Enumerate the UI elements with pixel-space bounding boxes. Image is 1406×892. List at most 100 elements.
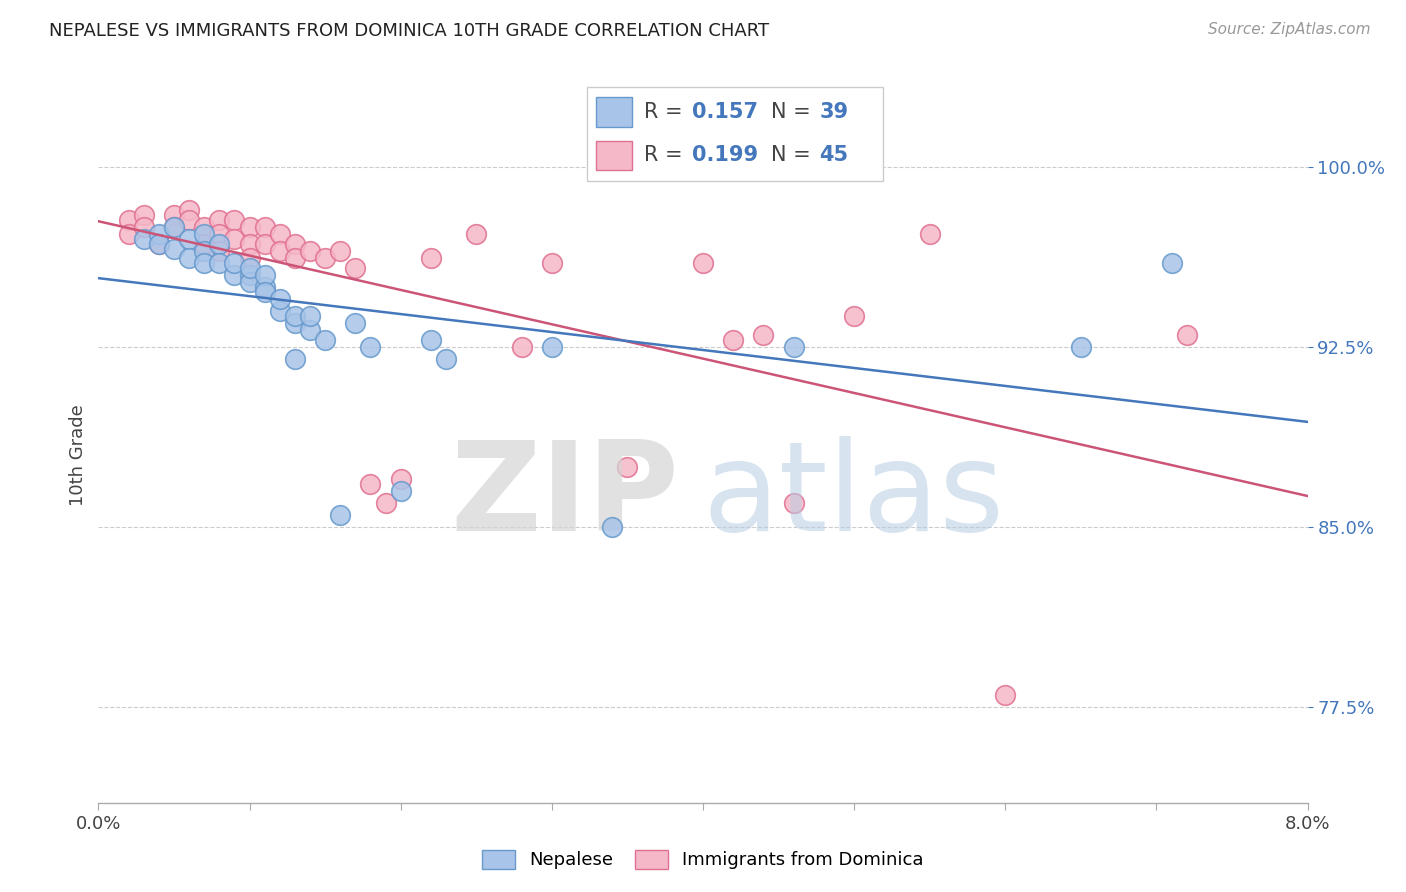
Point: [239, 251, 262, 265]
Point: [602, 520, 624, 534]
Point: [179, 251, 201, 265]
Point: [844, 309, 866, 323]
Point: [253, 219, 276, 234]
Point: [782, 496, 804, 510]
Point: [1175, 328, 1198, 343]
Point: [224, 212, 246, 227]
Point: [344, 316, 367, 330]
Point: [284, 351, 307, 366]
Point: [193, 219, 215, 234]
Point: [616, 459, 638, 474]
Point: [118, 212, 141, 227]
Point: [540, 340, 562, 354]
Point: [132, 232, 155, 246]
Point: [269, 244, 291, 258]
Text: 0.199: 0.199: [692, 145, 758, 165]
Point: [269, 227, 291, 242]
Point: [1160, 256, 1182, 270]
Point: [193, 236, 215, 251]
Point: [239, 219, 262, 234]
Point: [389, 472, 412, 486]
Point: [148, 227, 170, 242]
Point: [419, 251, 441, 265]
Point: [329, 244, 352, 258]
Text: atlas: atlas: [703, 436, 1005, 558]
Point: [1070, 340, 1092, 354]
Point: [434, 351, 457, 366]
Point: [193, 244, 215, 258]
Point: [918, 227, 941, 242]
Point: [314, 251, 336, 265]
Point: [692, 256, 714, 270]
Text: 0.157: 0.157: [692, 103, 758, 122]
Point: [269, 292, 291, 306]
Text: 45: 45: [820, 145, 848, 165]
Point: [208, 236, 231, 251]
Point: [253, 268, 276, 282]
Legend: Nepalese, Immigrants from Dominica: Nepalese, Immigrants from Dominica: [474, 841, 932, 879]
Point: [284, 251, 307, 265]
Point: [299, 309, 322, 323]
Point: [239, 268, 262, 282]
Point: [148, 236, 170, 251]
Point: [179, 232, 201, 246]
Point: [269, 304, 291, 318]
Point: [179, 203, 201, 218]
Point: [284, 316, 307, 330]
Point: [419, 333, 441, 347]
Point: [132, 219, 155, 234]
Text: NEPALESE VS IMMIGRANTS FROM DOMINICA 10TH GRADE CORRELATION CHART: NEPALESE VS IMMIGRANTS FROM DOMINICA 10T…: [49, 22, 769, 40]
Text: N =: N =: [770, 103, 811, 122]
Point: [208, 256, 231, 270]
Point: [224, 256, 246, 270]
Point: [208, 244, 231, 258]
Point: [253, 236, 276, 251]
Point: [540, 256, 562, 270]
Point: [239, 236, 262, 251]
Point: [163, 219, 186, 234]
Y-axis label: 10th Grade: 10th Grade: [69, 404, 87, 506]
Point: [193, 256, 215, 270]
Point: [224, 232, 246, 246]
Point: [239, 260, 262, 275]
Text: 39: 39: [820, 103, 848, 122]
Point: [253, 280, 276, 294]
Point: [284, 309, 307, 323]
Point: [118, 227, 141, 242]
Point: [344, 260, 367, 275]
Point: [299, 244, 322, 258]
FancyBboxPatch shape: [596, 141, 631, 170]
Point: [163, 219, 186, 234]
Point: [253, 285, 276, 299]
Text: N =: N =: [770, 145, 811, 165]
Point: [208, 227, 231, 242]
Point: [193, 227, 215, 242]
Point: [163, 208, 186, 222]
Point: [994, 688, 1017, 702]
Point: [723, 333, 745, 347]
Text: Source: ZipAtlas.com: Source: ZipAtlas.com: [1208, 22, 1371, 37]
FancyBboxPatch shape: [586, 87, 883, 181]
Point: [752, 328, 775, 343]
Point: [359, 476, 381, 491]
Point: [314, 333, 336, 347]
Text: ZIP: ZIP: [450, 436, 679, 558]
Point: [465, 227, 488, 242]
Point: [299, 323, 322, 337]
Point: [239, 275, 262, 289]
Point: [179, 212, 201, 227]
Point: [389, 483, 412, 498]
Point: [782, 340, 804, 354]
Point: [284, 236, 307, 251]
FancyBboxPatch shape: [596, 97, 631, 127]
Point: [224, 268, 246, 282]
Text: R =: R =: [644, 145, 682, 165]
Text: R =: R =: [644, 103, 682, 122]
Point: [132, 208, 155, 222]
Point: [163, 242, 186, 256]
Point: [329, 508, 352, 522]
Point: [510, 340, 533, 354]
Point: [374, 496, 396, 510]
Point: [359, 340, 381, 354]
Point: [208, 212, 231, 227]
